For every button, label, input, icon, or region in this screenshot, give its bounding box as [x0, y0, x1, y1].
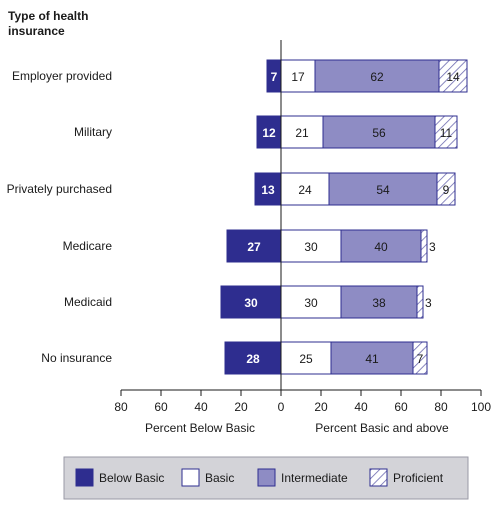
bar-intermediate-military: [322, 115, 436, 149]
right-axis-title: Percent Basic and above: [315, 421, 449, 435]
left-tick-label-0: 0: [278, 400, 285, 414]
value-label-basic-employer-provided: 17: [291, 70, 305, 84]
value-label-intermediate-medicaid: 38: [372, 296, 386, 310]
category-label-employer-provided: Employer provided: [12, 69, 112, 83]
legend-swatch-proficient: [369, 468, 388, 487]
bar-proficient-employer-provided: [438, 59, 468, 93]
right-tick-label-40: 40: [354, 400, 368, 414]
row-header-line1: Type of health: [8, 9, 88, 23]
row-header-line2: insurance: [8, 24, 65, 38]
bar-basic-no-insurance: [280, 341, 332, 375]
legend-label-proficient: Proficient: [393, 471, 444, 485]
value-label-intermediate-privately-purchased: 54: [376, 183, 390, 197]
bars-group: Employer provided 7 17 62 14 Military 12 21 56 11…: [7, 59, 468, 375]
bar-intermediate-no-insurance: [330, 341, 414, 375]
category-label-privately-purchased: Privately purchased: [7, 182, 112, 196]
category-label-military: Military: [74, 125, 112, 139]
right-tick-label-100: 100: [471, 400, 491, 414]
value-label-proficient-military: 11: [440, 126, 453, 140]
bar-below-basic-medicaid: [220, 285, 282, 319]
value-label-below-basic-no-insurance: 28: [246, 352, 260, 366]
value-label-proficient-medicaid: 3: [425, 296, 432, 310]
value-label-basic-privately-purchased: 24: [298, 183, 312, 197]
legend-label-basic: Basic: [205, 471, 234, 485]
value-label-basic-military: 21: [295, 126, 309, 140]
legend-swatch-basic: [181, 468, 200, 487]
bar-below-basic-privately-purchased: [254, 172, 282, 206]
right-tick-label-20: 20: [314, 400, 328, 414]
left-tick-label-20: 20: [234, 400, 248, 414]
legend-label-below-basic: Below Basic: [99, 471, 164, 485]
category-label-medicare: Medicare: [63, 239, 113, 253]
bar-below-basic-no-insurance: [224, 341, 282, 375]
bar-below-basic-military: [256, 115, 282, 149]
left-axis-title: Percent Below Basic: [145, 421, 255, 435]
left-tick-label-40: 40: [194, 400, 208, 414]
bar-basic-military: [280, 115, 324, 149]
value-label-below-basic-medicaid: 30: [244, 296, 258, 310]
bar-proficient-no-insurance: [412, 341, 428, 375]
bar-basic-employer-provided: [280, 59, 316, 93]
legend-label-intermediate: Intermediate: [281, 471, 348, 485]
bar-intermediate-medicaid: [340, 285, 418, 319]
value-label-basic-medicaid: 30: [304, 296, 318, 310]
bar-intermediate-employer-provided: [314, 59, 440, 93]
value-label-below-basic-privately-purchased: 13: [261, 183, 275, 197]
value-label-below-basic-military: 12: [262, 126, 276, 140]
legend-swatch-intermediate: [257, 468, 276, 487]
right-tick-label-80: 80: [434, 400, 448, 414]
bar-proficient-privately-purchased: [436, 172, 456, 206]
right-tick-label-60: 60: [394, 400, 408, 414]
bar-basic-privately-purchased: [280, 172, 330, 206]
legend-swatch-below-basic: [75, 468, 94, 487]
value-label-basic-no-insurance: 25: [299, 352, 313, 366]
value-label-proficient-medicare: 3: [429, 240, 436, 254]
value-label-proficient-no-insurance: 7: [417, 352, 424, 366]
bar-proficient-medicaid: [416, 285, 424, 319]
category-label-no-insurance: No insurance: [41, 351, 112, 365]
bar-intermediate-privately-purchased: [328, 172, 438, 206]
value-label-intermediate-no-insurance: 41: [365, 352, 379, 366]
bar-below-basic-medicare: [226, 229, 282, 263]
value-label-proficient-employer-provided: 14: [446, 70, 460, 84]
left-tick-label-80: 80: [114, 400, 128, 414]
axes-group: 80 60 40 20 0 20 40 60 80 100: [114, 40, 491, 414]
value-label-proficient-privately-purchased: 9: [443, 183, 450, 197]
legend: Below Basic Basic Intermediate Proficient: [63, 456, 469, 500]
value-label-below-basic-medicare: 27: [247, 240, 261, 254]
bar-proficient-medicare: [420, 229, 428, 263]
value-label-intermediate-military: 56: [372, 126, 386, 140]
value-label-intermediate-medicare: 40: [374, 240, 388, 254]
value-label-below-basic-employer-provided: 7: [271, 70, 278, 84]
bar-basic-medicare: [280, 229, 342, 263]
value-label-intermediate-employer-provided: 62: [370, 70, 384, 84]
left-tick-label-60: 60: [154, 400, 168, 414]
bar-proficient-military: [434, 115, 458, 149]
category-label-medicaid: Medicaid: [64, 295, 112, 309]
value-label-basic-medicare: 30: [304, 240, 318, 254]
